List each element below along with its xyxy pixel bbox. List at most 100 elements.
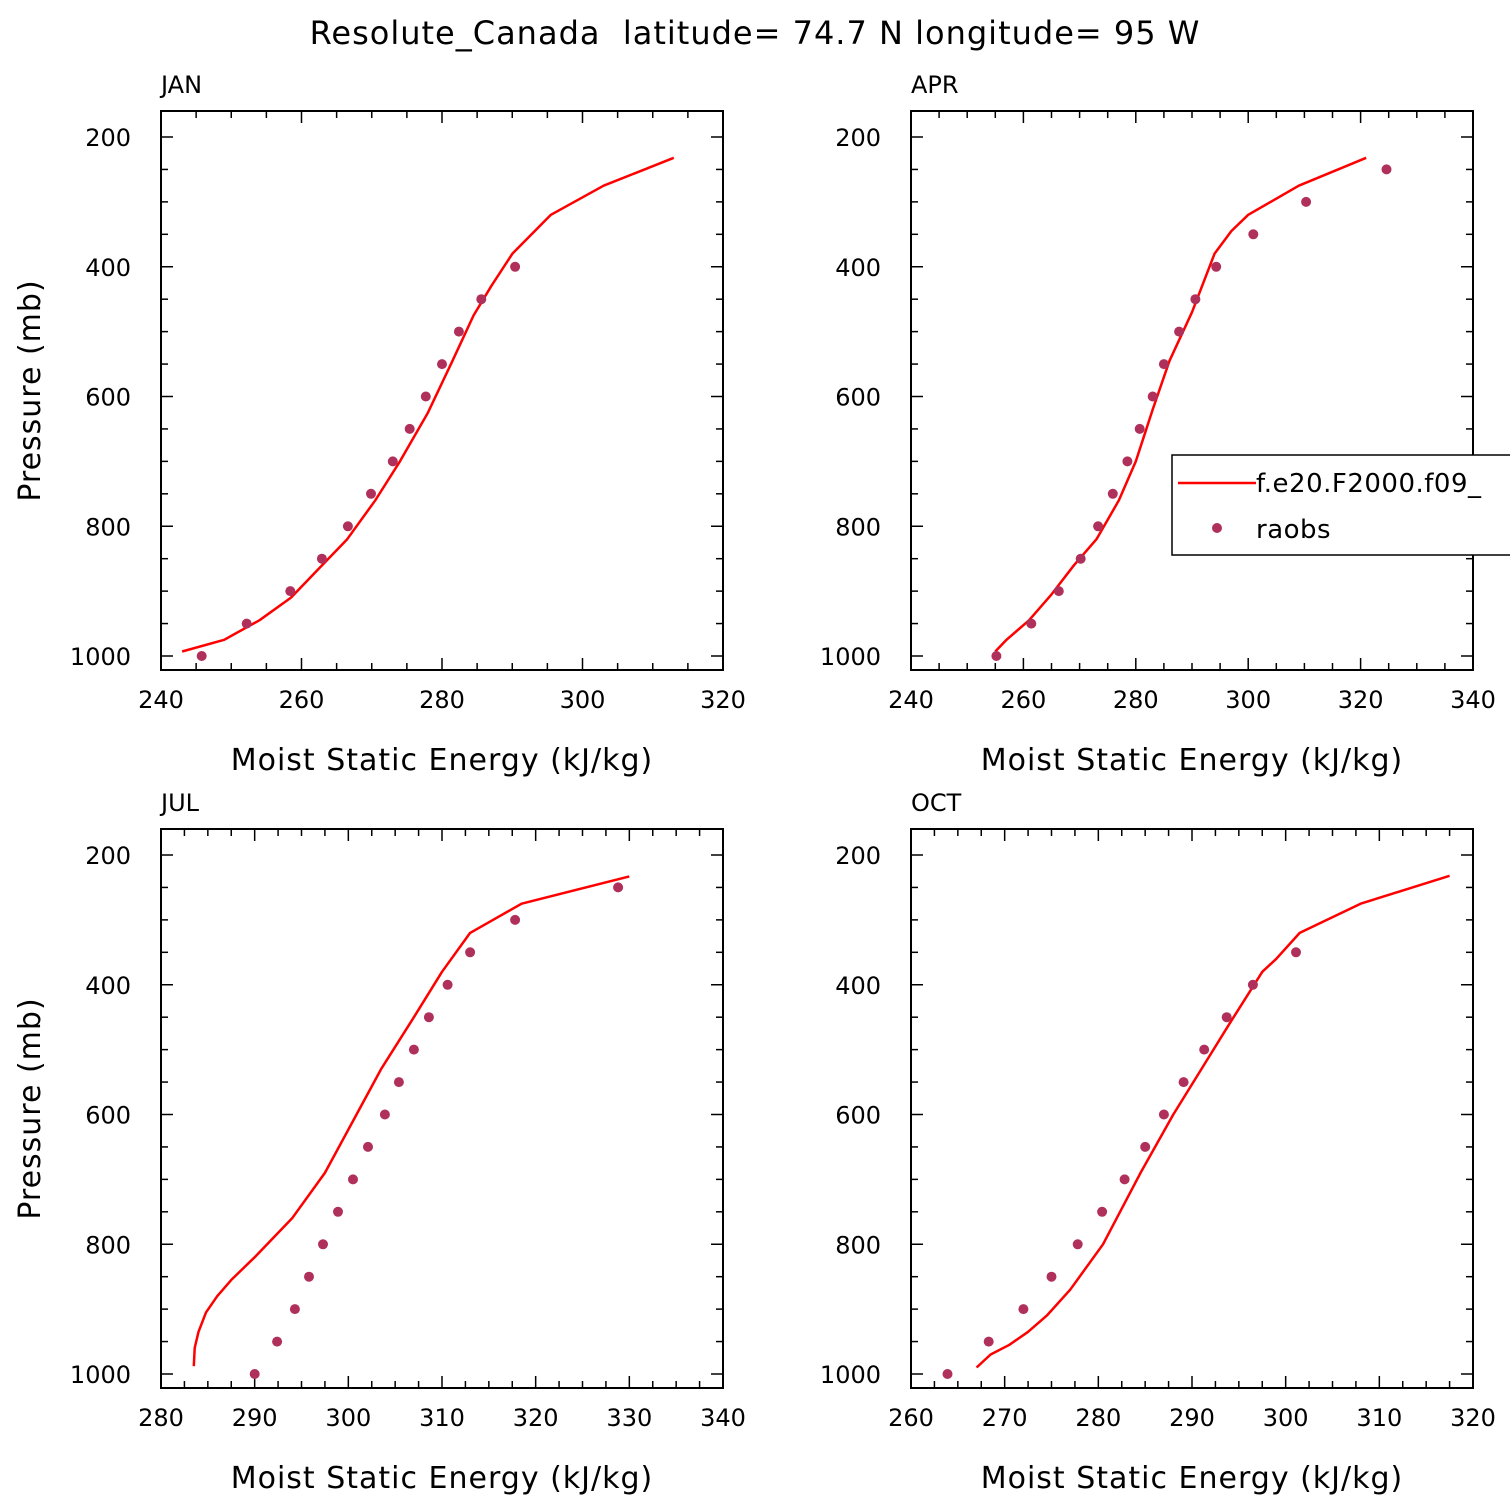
raobs-point — [1072, 1239, 1083, 1250]
model-profile-line — [994, 156, 1367, 653]
raobs-point — [1190, 294, 1201, 305]
raobs-point — [1093, 521, 1104, 532]
y-tick-label: 800 — [85, 1231, 131, 1259]
raobs-point — [1174, 326, 1185, 337]
x-tick-label: 290 — [232, 1404, 278, 1432]
x-tick-label: 290 — [1169, 1404, 1215, 1432]
x-tick-label: 300 — [325, 1404, 371, 1432]
y-tick-label: 800 — [835, 1231, 881, 1259]
x-tick-label: 270 — [982, 1404, 1028, 1432]
raobs-point — [1140, 1141, 1151, 1152]
x-axis-label: Moist Static Energy (kJ/kg) — [231, 743, 654, 778]
raobs-point — [1119, 1174, 1130, 1185]
y-tick-label: 200 — [85, 842, 131, 870]
x-tick-label: 340 — [1450, 686, 1496, 714]
raobs-point — [1134, 423, 1145, 434]
x-tick-label: 300 — [1225, 686, 1271, 714]
x-tick-label: 240 — [888, 686, 934, 714]
x-axis-label: Moist Static Energy (kJ/kg) — [231, 1461, 654, 1496]
raobs-point — [316, 553, 327, 564]
y-tick-label: 400 — [835, 972, 881, 1000]
raobs-point — [442, 979, 453, 990]
raobs-point — [285, 586, 296, 597]
x-tick-label: 240 — [138, 686, 184, 714]
panel-month-label: APR — [911, 71, 959, 99]
raobs-point — [404, 423, 415, 434]
raobs-point — [272, 1336, 283, 1347]
y-tick-label: 400 — [85, 254, 131, 282]
plot-frame — [160, 828, 724, 1389]
x-tick-label: 260 — [279, 686, 325, 714]
raobs-point — [363, 1141, 373, 1152]
raobs-point — [1026, 618, 1037, 629]
raobs-point — [1075, 553, 1086, 564]
model-profile-line — [192, 875, 630, 1367]
raobs-point — [241, 618, 252, 629]
x-tick-label: 280 — [138, 1404, 184, 1432]
plot-frame — [160, 110, 724, 671]
x-tick-label: 280 — [1075, 1404, 1121, 1432]
raobs-point — [1018, 1304, 1029, 1315]
x-tick-label: 260 — [1000, 686, 1046, 714]
y-tick-label: 800 — [85, 513, 131, 541]
x-axis-label: Moist Static Energy (kJ/kg) — [981, 743, 1404, 778]
raobs-point — [1107, 488, 1118, 499]
raobs-point — [249, 1369, 260, 1379]
y-tick-label: 1000 — [820, 1361, 881, 1389]
raobs-point — [510, 261, 521, 272]
x-tick-label: 260 — [888, 1404, 934, 1432]
panel-jan: 240 260 280 300 320 200 400 600 800 1000 JAN Moist … — [13, 71, 746, 778]
raobs-point — [1211, 261, 1222, 272]
raobs-point — [1381, 164, 1392, 175]
raobs-point — [333, 1206, 343, 1217]
y-tick-label: 600 — [835, 384, 881, 412]
x-axis-label: Moist Static Energy (kJ/kg) — [981, 1461, 1404, 1496]
raobs-point — [304, 1271, 314, 1282]
y-tick-label: 1000 — [70, 643, 131, 671]
panel-month-label: OCT — [911, 789, 962, 817]
x-tick-label: 320 — [1450, 1404, 1496, 1432]
y-tick-label: 600 — [85, 384, 131, 412]
raobs-point — [423, 1012, 434, 1023]
raobs-point — [1178, 1077, 1189, 1088]
panel-month-label: JAN — [159, 71, 202, 99]
raobs-point — [393, 1077, 404, 1088]
y-tick-label: 600 — [835, 1102, 881, 1130]
raobs-point — [613, 882, 624, 893]
panel-month-label: JUL — [159, 789, 200, 817]
raobs-point — [1046, 1271, 1057, 1282]
y-axis-label: Pressure (mb) — [13, 279, 48, 501]
figure-title: Resolute_Canada latitude= 74.7 N longitu… — [310, 14, 1201, 52]
raobs-point — [318, 1239, 328, 1250]
raobs-point — [1147, 391, 1158, 402]
y-tick-label: 400 — [85, 972, 131, 1000]
raobs-point — [1158, 1109, 1169, 1120]
raobs-point — [1158, 359, 1169, 370]
legend-marker-swatch — [1212, 523, 1222, 533]
y-tick-label: 400 — [835, 254, 881, 282]
raobs-point — [476, 294, 487, 305]
model-profile-line — [975, 874, 1450, 1369]
raobs-point — [289, 1304, 300, 1315]
x-tick-label: 320 — [700, 686, 746, 714]
raobs-point — [1291, 947, 1301, 958]
legend-obs-label: raobs — [1256, 515, 1331, 545]
x-tick-label: 280 — [1113, 686, 1159, 714]
raobs-point — [465, 947, 476, 958]
raobs-point — [983, 1336, 994, 1347]
raobs-point — [196, 651, 207, 661]
raobs-point — [420, 391, 431, 402]
raobs-point — [379, 1109, 390, 1120]
raobs-point — [453, 326, 464, 337]
x-tick-label: 300 — [1263, 1404, 1309, 1432]
raobs-point — [1053, 586, 1064, 597]
x-tick-label: 280 — [419, 686, 465, 714]
y-tick-label: 200 — [85, 124, 131, 152]
raobs-point — [510, 914, 521, 925]
raobs-point — [991, 651, 1002, 661]
raobs-point — [348, 1174, 358, 1185]
raobs-point — [1097, 1206, 1108, 1217]
y-axis-label: Pressure (mb) — [13, 997, 48, 1219]
raobs-point — [1247, 979, 1258, 990]
y-tick-label: 200 — [835, 842, 881, 870]
